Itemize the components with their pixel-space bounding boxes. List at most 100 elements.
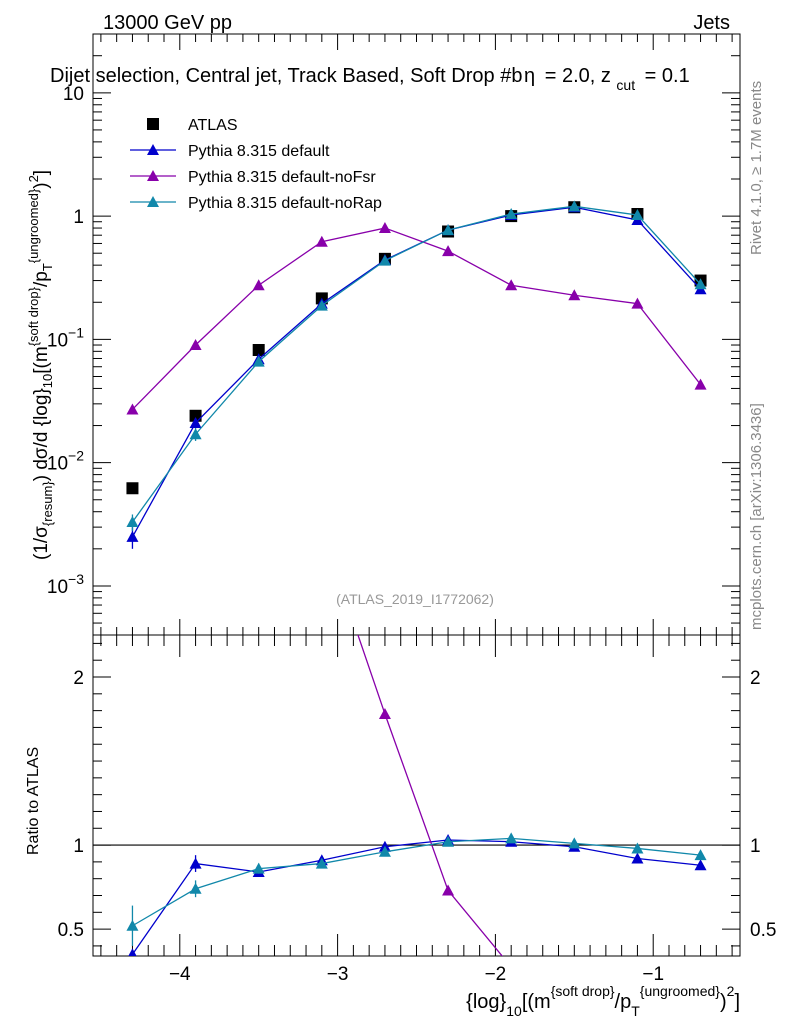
main-axis-ticks [93,33,740,636]
ratio-series-0-line [131,839,701,955]
series-2-point [568,289,581,301]
ratio-plot-frame [92,634,741,957]
ratio-series-0-point [128,948,137,956]
title-extra: = 2.0, z [545,65,611,87]
series-2-point [505,279,518,291]
series-3-point [126,516,139,528]
main-y-tick-label: 10 [63,84,84,105]
ratio-y-axis-label: Ratio to ATLAS [25,747,42,855]
title-cut-subscript: cut [616,77,635,93]
tick-base: 10 [47,330,68,351]
series-3-line [131,205,702,523]
tick-exponent: −2 [68,448,84,464]
series-2-point [694,378,707,390]
series-2-point [126,403,139,415]
series-3-point [442,224,455,236]
ratio-series-2-point [568,837,581,849]
x-tick-label: −3 [327,964,349,985]
series-1-point [126,530,139,542]
ratio-series-2-point [505,832,518,844]
ratio-series-1-point [190,377,202,388]
legend-marker-0 [147,118,159,130]
ratio-series-1-point [442,884,455,896]
ratio-series-2-point [126,919,139,931]
plot-title: Dijet selection, Central jet, Track Base… [50,65,690,95]
series-3-point [568,200,581,212]
ratio-series-1-point [253,444,265,455]
title-tail: = 0.1 [645,65,690,87]
main-y-tick-label: 10−1 [47,324,84,351]
legend-label-1: Pythia 8.315 default [188,143,330,160]
series-3-point [694,278,707,290]
series-2-point [378,222,391,234]
ratio-y-tick-labels: 0.5 0.5 1 1 2 2 [58,668,777,941]
ratio-y-tick-label-right: 0.5 [750,920,776,941]
ratio-series-2-point [252,862,265,874]
energy-label: 13000 GeV pp [103,12,232,34]
series-0-point [252,344,265,357]
x-tick-label: −1 [642,964,664,985]
ratio-series-2-point [631,842,644,854]
legend-label-3: Pythia 8.315 default-noRap [188,195,382,212]
ratio-series-2-point [189,882,202,894]
ratio-y-tick-label: 0.5 [58,920,84,941]
ratio-series-2-point [694,849,707,861]
legend-label-0: ATLAS [188,117,238,134]
ratio-series-0-point [694,859,707,871]
tick-exponent: −3 [68,571,84,587]
ratio-series-1-point [505,961,517,972]
main-series-group [126,200,707,549]
legend-label-2: Pythia 8.315 default-noFsr [188,169,376,186]
mcplots-label: mcplots.cern.ch [arXiv:1306.3436] [748,403,765,630]
x-tick-label: −4 [169,964,191,985]
ratio-series-1-point [378,707,391,719]
legend: ATLAS Pythia 8.315 default Pythia 8.315 de… [130,117,382,212]
ratio-series-1-point [316,523,328,534]
series-0-point [126,482,139,495]
legend-marker-1 [147,144,159,155]
tick-base: 10 [47,577,68,598]
series-2-point [189,339,202,351]
series-1-line [131,206,702,538]
title-eta-symbol: η [524,65,535,87]
series-0-point [189,409,202,422]
tick-base: 10 [47,454,68,475]
ratio-y-tick-label-right: 1 [750,836,761,857]
series-3-point [315,299,328,311]
series-2-point [315,235,328,247]
main-y-tick-label: 10−2 [47,448,84,475]
category-label: Jets [693,12,730,34]
legend-marker-2 [147,170,159,181]
ratio-series-2-line [132,837,701,927]
analysis-watermark: (ATLAS_2019_I1772062) [336,591,494,607]
series-2-point [631,297,644,309]
ratio-series-1-line [357,635,504,956]
main-y-axis-label: (1/σ{resum}) dσ/d {log}10[(m{soft drop}/… [26,170,55,560]
x-axis-label: {log}10[(m{soft drop}/pT{ungroomed})2] [466,983,740,1019]
ratio-series-0-point [631,852,644,864]
ratio-series-1-point [126,276,138,287]
series-3-point [252,355,265,367]
ratio-series-2-point [378,845,391,857]
series-2-point [442,245,455,257]
main-y-tick-label: 1 [73,207,84,228]
title-main: Dijet selection, Central jet, Track Base… [50,65,522,87]
series-2-line [131,227,702,410]
ratio-y-tick-label-right: 2 [750,668,761,689]
series-3-point [631,209,644,221]
ratio-y-tick-label: 2 [73,668,84,689]
ratio-series-group [126,276,707,972]
legend-marker-3 [147,196,159,207]
ratio-y-tick-label: 1 [73,836,84,857]
tick-base: 10 [63,84,84,105]
ratio-series-2-point [315,857,328,869]
x-tick-label: −2 [485,964,507,985]
ratio-axis-ticks [93,635,740,956]
ratio-series-2-point [442,835,455,847]
main-y-tick-label: 10−3 [47,571,84,598]
tick-base: 1 [73,207,84,228]
series-3-point [189,428,202,440]
series-3-point [505,208,518,220]
